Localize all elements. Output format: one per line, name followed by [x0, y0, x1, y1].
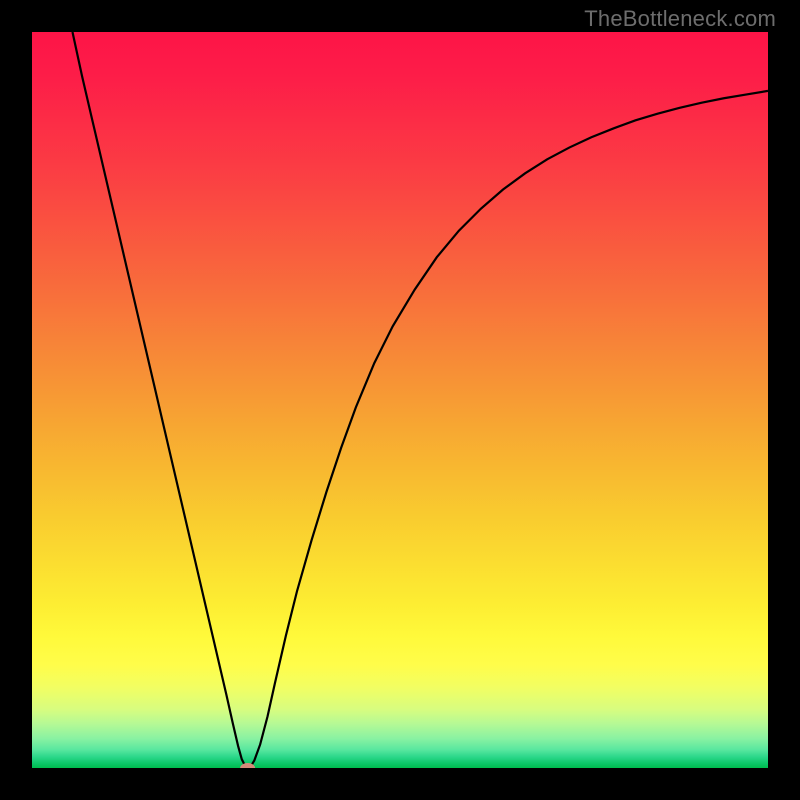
chart-plot-area — [32, 32, 768, 768]
watermark-text: TheBottleneck.com — [584, 6, 776, 32]
bottleneck-curve — [72, 32, 768, 768]
chart-curve-layer — [32, 32, 768, 768]
